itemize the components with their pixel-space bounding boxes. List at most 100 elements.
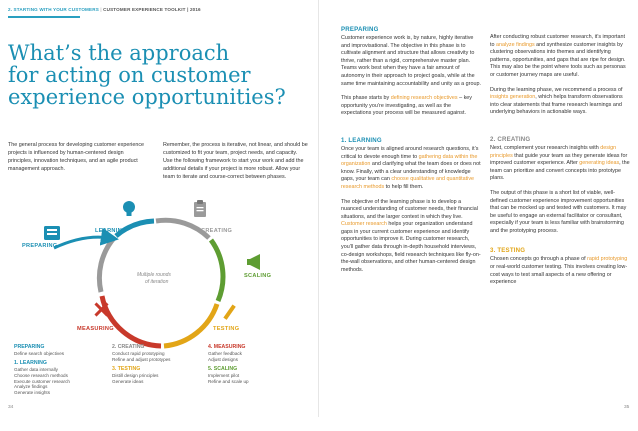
page-gutter [318, 0, 319, 417]
preparing-arrow [53, 227, 119, 250]
lightbulb-icon [123, 201, 135, 216]
phase-preparing-title: PREPARING [14, 344, 45, 350]
phase-learning-line: Analyze findings [14, 384, 48, 390]
text-run: to help fill them. [384, 183, 424, 190]
text-run: that guide your team as they generate id… [490, 152, 628, 167]
phase-summary-learning: 1. LEARNING Gather data internally Choos… [14, 360, 94, 396]
preparing-paragraph-2: This phase starts by defining research o… [341, 95, 481, 118]
left-page: 2. STARTING WITH YOUR CUSTOMERS | CUSTOM… [0, 0, 319, 417]
link-analyze-findings[interactable]: analyze findings [496, 41, 535, 48]
page-number-left: 34 [8, 405, 14, 410]
arc-return [96, 236, 116, 293]
header-rule [8, 16, 80, 18]
preparing-paragraph-1: Customer experience work is, by nature, … [341, 35, 481, 87]
text-run: During the learning phase, we recommend … [490, 86, 623, 93]
page-number-right: 35 [624, 405, 630, 410]
clipboard-icon [194, 200, 206, 217]
heading-preparing: PREPARING [341, 26, 379, 33]
right-column-1: PREPARING Customer experience work is, b… [341, 26, 481, 281]
testing-paragraph-1: Chosen concepts go through a phase of ra… [490, 256, 630, 286]
header-year: | 2016 [187, 7, 201, 12]
intro-paragraph-right: Remember, the process is iterative, not … [163, 142, 308, 180]
phase-testing-line: Generate ideas [112, 378, 144, 384]
cycle-label-preparing: PREPARING [22, 243, 58, 249]
text-run: , the team can prioritize and convert co… [490, 160, 630, 182]
phase-learning-title: 1. LEARNING [14, 360, 47, 366]
learning-paragraph-1: Once your team is aligned around researc… [341, 146, 481, 192]
phase-creating-line: Conduct rapid prototyping [112, 351, 165, 356]
text-run: and clarifying what the team does or doe… [341, 161, 481, 183]
cycle-label-measuring: MEASURING [77, 326, 114, 332]
link-design-principles[interactable]: design principles [490, 144, 617, 159]
phase-summary-scaling: 5. SCALING Implement pilot Refine and sc… [208, 366, 298, 385]
title-line-2: for acting on customer [8, 63, 251, 87]
text-run: Next, complement your research insights … [490, 144, 601, 151]
heading-learning: 1. LEARNING [341, 136, 382, 144]
heading-creating: 2. CREATING [490, 135, 531, 143]
text-run: This phase starts by [341, 95, 391, 102]
phase-learning-line: Choose research methods [14, 372, 68, 378]
cycle-label-testing: TESTING [213, 326, 239, 332]
document-spread: 2. STARTING WITH YOUR CUSTOMERS | CUSTOM… [0, 0, 638, 417]
phase-measuring-line: Gather feedback [208, 351, 242, 356]
text-run: After conducting robust customer researc… [490, 34, 626, 48]
process-cycle-diagram: LEARNING CREATING PREPARING SCALING MEAS… [14, 176, 314, 426]
text-run: or real-world customer testing. This inv… [490, 264, 628, 286]
text-run: The objective of the learning phase is t… [341, 198, 478, 220]
cycle-center-line-2: of iteration [145, 279, 169, 285]
phase-measuring-title: 4. MEASURING [208, 344, 246, 350]
phase-scaling-line: Refine and scale up [208, 378, 249, 384]
cycle-svg: LEARNING CREATING PREPARING SCALING MEAS… [22, 200, 271, 349]
spacer [490, 124, 630, 136]
phase-learning-line: Execute customer research [14, 378, 70, 384]
title-line-3: experience opportunities? [8, 85, 286, 109]
analysis-paragraph-2: During the learning phase, we recommend … [490, 87, 630, 117]
text-run: Chosen concepts go through a phase of [490, 256, 588, 263]
link-rapid-prototyping[interactable]: rapid prototyping [587, 256, 628, 263]
heading-testing: 3. TESTING [490, 247, 526, 255]
tools-icon [94, 302, 109, 317]
header-toolkit: CUSTOMER EXPERIENCE TOOLKIT [103, 7, 186, 12]
cycle-label-creating: CREATING [201, 228, 232, 234]
creating-paragraph-1: Next, complement your research insights … [490, 145, 630, 183]
book-icon [44, 226, 60, 240]
arc-measuring [99, 295, 162, 349]
phase-summary-measuring: 4. MEASURING Gather feedback Adjust desi… [208, 344, 298, 363]
phase-creating-title: 2. CREATING [112, 344, 145, 350]
page-title: What’s the approach for acting on custom… [8, 42, 308, 108]
running-header: 2. STARTING WITH YOUR CUSTOMERS | CUSTOM… [8, 7, 201, 12]
text-run: Once your team is aligned around researc… [341, 145, 479, 160]
link-research-methods[interactable]: choose qualitative and quantitative rese… [341, 176, 475, 190]
spacer [341, 125, 481, 137]
text-run: and synthesize customer insights by clus… [490, 41, 626, 78]
pencil-icon [223, 304, 236, 320]
header-section: 2. STARTING WITH YOUR CUSTOMERS [8, 7, 99, 12]
phase-summary-preparing: PREPARING Define search objectives [14, 344, 94, 357]
text-run: , which helps transform observations int… [490, 94, 623, 116]
phase-scaling-line: Implement pilot [208, 373, 240, 378]
arc-scaling [208, 238, 226, 302]
link-defining-research-objectives[interactable]: defining research objectives [390, 95, 458, 102]
learning-paragraph-2: The objective of the learning phase is t… [341, 199, 481, 275]
phase-testing-line: Distill design principles [112, 373, 159, 378]
link-customer-research[interactable]: Customer research [341, 221, 387, 228]
phase-learning-line: Gather data internally [14, 367, 58, 372]
phase-measuring-line: Adjust designs [208, 356, 238, 362]
cycle-label-scaling: SCALING [244, 273, 271, 279]
megaphone-icon [247, 254, 260, 270]
header-separator: | [100, 7, 102, 12]
link-insights-generation[interactable]: insights generation [490, 94, 536, 101]
phase-creating-line: Refine and adjust prototypes [112, 356, 171, 362]
arc-testing [163, 303, 220, 349]
title-line-1: What’s the approach [8, 41, 230, 65]
link-gathering-data[interactable]: gathering data within the organization [341, 153, 478, 168]
link-generating-ideas[interactable]: generating ideas [579, 160, 620, 167]
text-run: – key opportunity you’re investigating, … [341, 95, 472, 117]
phase-summary-creating: 2. CREATING Conduct rapid prototyping Re… [112, 344, 194, 363]
cycle-label-learning: LEARNING [95, 228, 127, 234]
phase-testing-title: 3. TESTING [112, 366, 141, 372]
cycle-center-line-1: Multiple rounds [137, 272, 171, 278]
phase-learning-line: Generate insights [14, 390, 51, 396]
right-page: PREPARING Customer experience work is, b… [319, 0, 638, 417]
analysis-paragraph-1: After conducting robust customer researc… [490, 34, 630, 80]
